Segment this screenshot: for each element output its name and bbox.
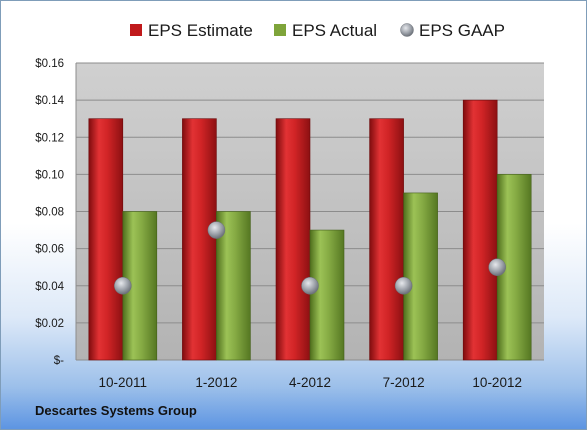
x-category-label: 10-2012 bbox=[472, 375, 522, 390]
y-tick-label: $0.04 bbox=[35, 281, 64, 293]
eps-estimate-bar bbox=[369, 118, 404, 361]
eps-estimate-bar bbox=[182, 118, 217, 361]
eps-actual-bar bbox=[403, 192, 438, 361]
y-tick-label: $0.06 bbox=[35, 244, 64, 256]
eps-gaap-marker bbox=[114, 277, 132, 295]
x-axis: 10-2011 1-2012 4-2012 7-2012 10-2012 bbox=[99, 375, 522, 390]
y-tick-label: $0.12 bbox=[35, 132, 64, 144]
company-name: Descartes Systems Group bbox=[35, 403, 197, 418]
eps-estimate-bar bbox=[275, 118, 311, 361]
eps-gaap-marker bbox=[301, 277, 319, 295]
y-tick-label: $0.16 bbox=[35, 58, 64, 70]
legend-label: EPS GAAP bbox=[419, 21, 505, 40]
y-tick-label: $0.02 bbox=[35, 318, 64, 330]
legend-actual-swatch bbox=[274, 24, 286, 36]
eps-gaap-marker bbox=[394, 277, 413, 295]
gaap-markers bbox=[114, 221, 506, 295]
eps-gaap-marker bbox=[488, 258, 506, 276]
y-axis: $- $0.02 $0.04 $0.06 $0.08 $0.10 $0.12 $0.14 $0.… bbox=[35, 58, 77, 367]
legend-label: EPS Actual bbox=[292, 21, 377, 40]
x-category-label: 4-2012 bbox=[289, 375, 331, 390]
legend-label: EPS Estimate bbox=[148, 21, 253, 40]
eps-estimate-bar bbox=[88, 118, 124, 361]
eps-estimate-bar bbox=[462, 99, 498, 361]
x-category-label: 1-2012 bbox=[195, 375, 237, 390]
legend-gaap-swatch bbox=[400, 23, 414, 37]
y-tick-label: $0.08 bbox=[35, 207, 64, 219]
x-category-label: 10-2011 bbox=[99, 375, 148, 390]
y-tick-label: $0.14 bbox=[35, 95, 64, 107]
y-tick-label: $- bbox=[54, 355, 64, 367]
legend: EPS Estimate EPS Actual EPS GAAP bbox=[130, 21, 505, 40]
y-tick-label: $0.10 bbox=[35, 169, 64, 181]
bars bbox=[88, 99, 532, 361]
eps-actual-bar bbox=[309, 229, 345, 361]
legend-estimate-swatch bbox=[130, 24, 142, 36]
eps-gaap-marker bbox=[207, 221, 226, 239]
x-category-label: 7-2012 bbox=[383, 375, 425, 390]
